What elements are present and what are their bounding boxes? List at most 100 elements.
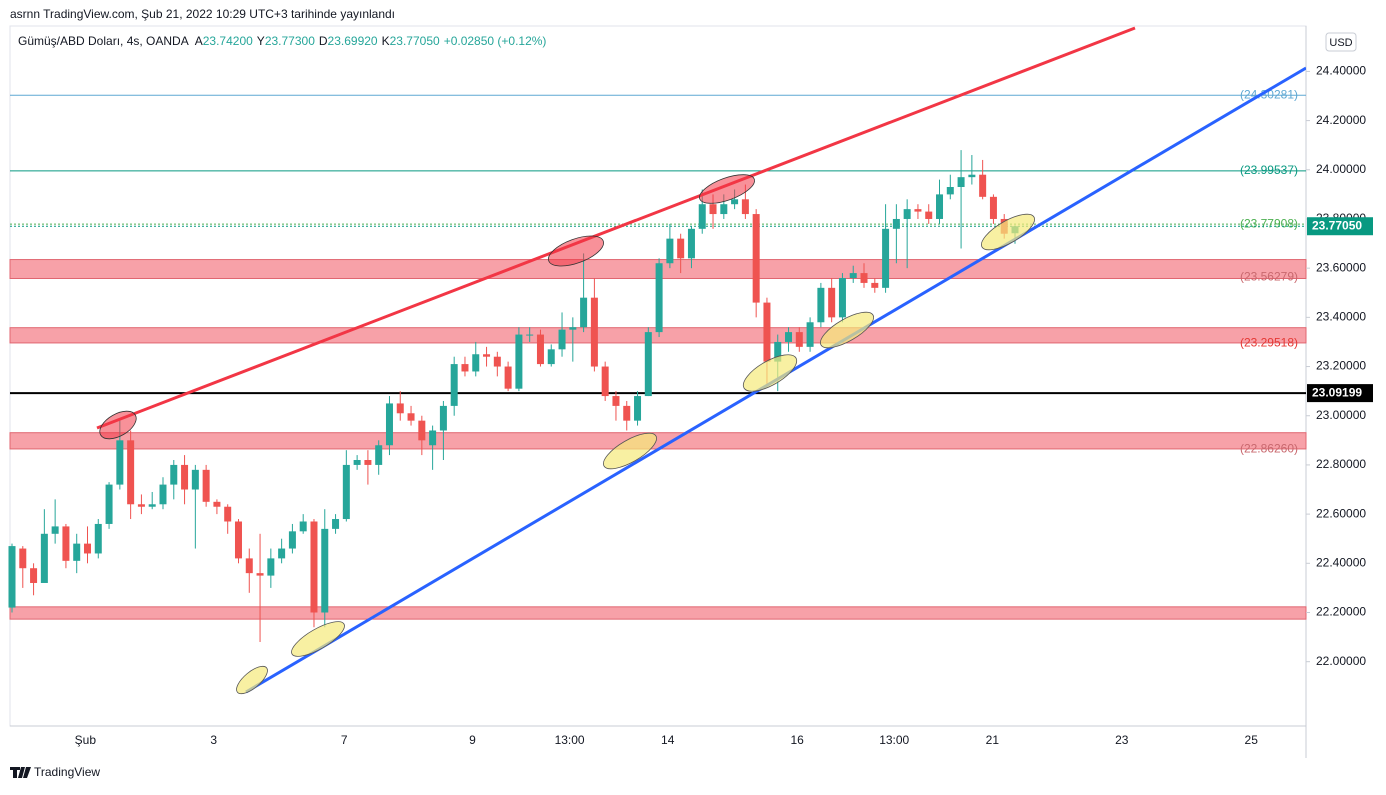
candle-body: [774, 341, 782, 362]
ohlc-key: A: [195, 34, 203, 48]
candle-body: [493, 356, 501, 367]
ohlc-value: 23.77300: [265, 34, 315, 48]
currency-box: [1325, 32, 1357, 52]
y-tick-label: 22.40000: [1316, 555, 1366, 569]
candle-body: [871, 282, 879, 288]
candle-body: [698, 204, 706, 229]
plot-area: [9, 25, 1307, 727]
y-tick-label: 23.60000: [1316, 260, 1366, 274]
candle-body: [62, 526, 70, 561]
price-badge: [1307, 384, 1373, 403]
candle-body: [181, 464, 189, 490]
candle-body: [558, 329, 566, 350]
candle-body: [989, 196, 997, 219]
y-tick-label: 23.20000: [1316, 359, 1366, 373]
candle-body: [83, 543, 91, 554]
candle-body: [709, 204, 717, 215]
candle-body: [903, 209, 911, 219]
zone: [9, 606, 1307, 620]
y-tick-label: 24.40000: [1316, 64, 1366, 78]
candle-body: [385, 403, 393, 446]
x-tick-label: 13:00: [555, 733, 585, 747]
candle-body: [817, 287, 825, 323]
candle-body: [105, 484, 113, 524]
candle-body: [148, 504, 156, 507]
candle-body: [914, 209, 922, 212]
touch-ellipse: [603, 432, 657, 470]
candle-body: [321, 528, 329, 613]
touch-ellipse: [291, 621, 345, 657]
candle-body: [936, 194, 944, 219]
logo-icon: [10, 767, 31, 778]
candle-body: [51, 526, 59, 534]
candle-body: [450, 364, 458, 406]
candle-body: [666, 238, 674, 264]
candle-body: [849, 273, 857, 279]
y-tick-label: 24.20000: [1316, 113, 1366, 127]
candle-body: [580, 297, 588, 328]
candle-body: [170, 464, 178, 485]
candle-body: [828, 287, 836, 318]
candle-body: [795, 332, 803, 347]
y-tick-label: 22.80000: [1316, 457, 1366, 471]
candle-body: [979, 174, 987, 197]
candle-body: [461, 364, 469, 372]
price-badge-label: 23.77050: [1312, 218, 1362, 232]
level-label: (23.29518): [1240, 335, 1298, 349]
touch-ellipse: [981, 213, 1035, 251]
candle-body: [547, 349, 555, 365]
ohlc-key: Y: [257, 34, 265, 48]
candle-body: [288, 531, 296, 549]
x-tick-label: 13:00: [879, 733, 909, 747]
candle-body: [806, 322, 814, 347]
candle-body: [483, 354, 491, 357]
level-label: (23.56279): [1240, 269, 1298, 283]
candle-body: [785, 332, 793, 342]
candle-body: [342, 464, 350, 520]
candle-body: [601, 366, 609, 397]
candle-body: [299, 521, 307, 532]
candle-body: [763, 302, 771, 362]
candle-body: [472, 354, 480, 372]
ohlc-key: D: [319, 34, 328, 48]
candle-body: [957, 177, 965, 187]
candle-body: [19, 548, 27, 569]
candle-body: [224, 506, 232, 522]
candle-body: [353, 460, 361, 465]
candle-body: [882, 228, 890, 288]
legend: Gümüş/ABD Doları, 4s, OANDA A23.74200 Y23.…: [18, 34, 546, 48]
candle-body: [30, 568, 38, 583]
touch-ellipse: [99, 410, 137, 440]
touch-ellipse: [699, 174, 755, 204]
candle-body: [612, 396, 620, 406]
y-tick-label: 22.20000: [1316, 605, 1366, 619]
ohlc-value: 23.77050: [390, 34, 440, 48]
touch-ellipse: [548, 235, 604, 267]
candle-body: [968, 174, 976, 178]
candle-body: [504, 366, 512, 389]
candle-body: [838, 278, 846, 318]
candle-body: [536, 334, 544, 365]
candle-body: [752, 214, 760, 303]
candle-body: [860, 273, 868, 283]
published: asrnn TradingView.com, Şub 21, 2022 10:2…: [10, 7, 395, 21]
candle-body: [655, 263, 663, 333]
candle-body: [375, 445, 383, 465]
level-label: (23.77908): [1240, 216, 1298, 230]
candle-body: [590, 297, 598, 367]
x-tick-label: 14: [661, 733, 675, 747]
price-badge: [1307, 217, 1373, 236]
x-tick-label: 3: [210, 733, 217, 747]
candle-body: [407, 413, 415, 421]
level-label: (22.86260): [1240, 442, 1298, 456]
candle-body: [8, 546, 16, 608]
y-tick-label: 24.00000: [1316, 162, 1366, 176]
candle-body: [396, 403, 404, 414]
y-tick-label: 23.00000: [1316, 408, 1366, 422]
candle-body: [892, 218, 900, 229]
candle-body: [731, 199, 739, 205]
candle-body: [623, 405, 631, 421]
x-tick-label: Şub: [75, 733, 97, 747]
candle-body: [741, 199, 749, 215]
currency: USD: [1329, 37, 1352, 49]
